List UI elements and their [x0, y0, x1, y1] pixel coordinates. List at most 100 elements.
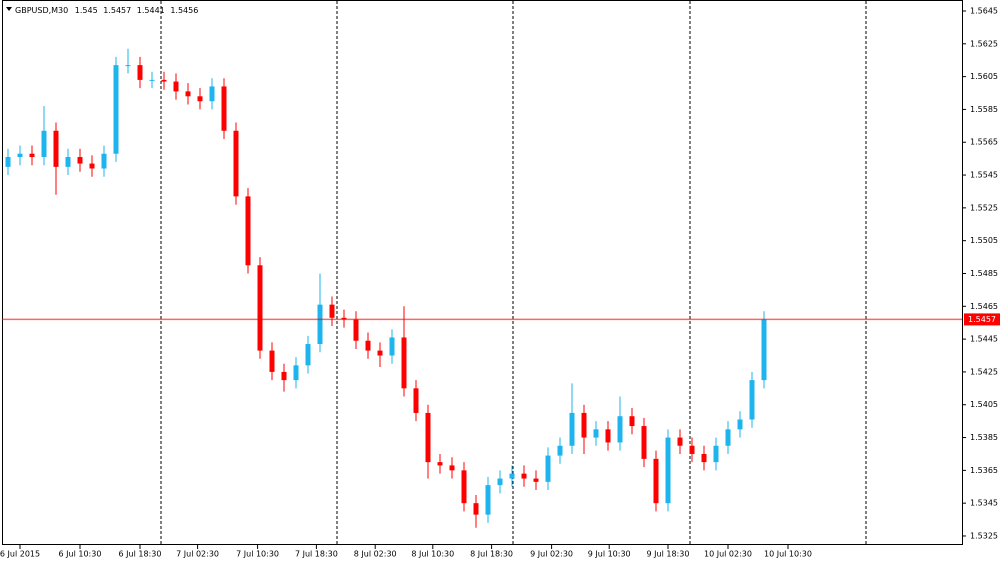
header-high: 1.5457 [103, 6, 131, 15]
plot-frame [2, 0, 963, 545]
candle-body [653, 458, 659, 504]
y-tick-label: 1.5525 [970, 203, 998, 212]
candle-body [749, 380, 755, 420]
candle-body [665, 437, 671, 504]
candle-body [437, 462, 443, 466]
candle-body [317, 304, 323, 345]
candle-body [41, 130, 47, 158]
y-tick-label: 1.5505 [970, 236, 998, 245]
x-tick-label: 6 Jul 18:30 [119, 550, 162, 559]
candle-body [677, 437, 683, 446]
candle-body [173, 81, 179, 92]
candle-body [449, 465, 455, 471]
x-tick-label: 10 Jul 10:30 [764, 550, 812, 559]
candle-body [461, 470, 467, 504]
x-tick-label: 7 Jul 10:30 [236, 550, 279, 559]
x-tick-label: 9 Jul 18:30 [647, 550, 690, 559]
candle-body [221, 86, 227, 131]
candle-body [641, 426, 647, 459]
y-tick-label: 1.5565 [970, 138, 998, 147]
candle-body [197, 96, 203, 102]
candle-body [185, 91, 191, 97]
y-tick-label: 1.5385 [970, 433, 998, 442]
candle-body [617, 416, 623, 443]
y-tick-label: 1.5645 [970, 6, 998, 15]
candle-body [701, 453, 707, 463]
candle-body [305, 344, 311, 366]
candle-body [233, 130, 239, 197]
x-tick-label: 6 Jul 10:30 [59, 550, 102, 559]
price-tag-label: 1.5457 [968, 315, 996, 324]
candle-body [29, 153, 35, 158]
y-tick-label: 1.5345 [970, 499, 998, 508]
candle-body [101, 153, 107, 169]
candle-body [509, 473, 515, 479]
candle-body [209, 86, 215, 102]
candle-body [89, 163, 95, 169]
candle-body [401, 337, 407, 389]
candle-body [713, 445, 719, 463]
candle-body [737, 419, 743, 430]
x-tick-label: 8 Jul 10:30 [411, 550, 454, 559]
candle-body [413, 388, 419, 413]
candle-body [125, 65, 131, 67]
y-tick-label: 1.5485 [970, 269, 998, 278]
candle-body [257, 265, 263, 351]
candle-body [77, 157, 83, 164]
x-tick-label: 8 Jul 02:30 [354, 550, 397, 559]
y-tick-label: 1.5425 [970, 367, 998, 376]
candle-body [245, 196, 251, 266]
y-tick-label: 1.5465 [970, 302, 998, 311]
candle-body [725, 429, 731, 446]
candle-body [137, 65, 143, 80]
candle-body [689, 445, 695, 454]
candle-body [269, 350, 275, 372]
candle-body [389, 337, 395, 356]
price-tag [964, 313, 1000, 326]
y-tick-label: 1.5405 [970, 400, 998, 409]
candle-body [581, 412, 587, 438]
y-tick-label: 1.5605 [970, 72, 998, 81]
candle-body [557, 445, 563, 456]
candle-body [761, 319, 767, 381]
x-tick-label: 8 Jul 18:30 [470, 550, 513, 559]
candle-body [17, 153, 23, 158]
candle-body [341, 317, 347, 320]
header-open: 1.545 [75, 6, 98, 15]
candle-body [365, 340, 371, 351]
candle-body [377, 350, 383, 356]
candle-body [497, 478, 503, 486]
y-tick-label: 1.5365 [970, 466, 998, 475]
candle-body [65, 157, 71, 167]
chart-header: GBPUSD,M30 1.545 1.5457 1.5441 1.5456 [15, 6, 198, 15]
y-tick-label: 1.5325 [970, 531, 998, 540]
candle-body [353, 319, 359, 341]
y-tick-label: 1.5545 [970, 171, 998, 180]
y-tick-label: 1.5625 [970, 39, 998, 48]
candle-body [485, 485, 491, 515]
header-low: 1.5441 [137, 6, 165, 15]
candle-body [425, 412, 431, 463]
candle-body [569, 412, 575, 446]
candle-body [293, 365, 299, 381]
candle-body [545, 455, 551, 482]
candle-body [5, 157, 11, 167]
candle-body [161, 79, 167, 82]
header-close: 1.5456 [170, 6, 198, 15]
symbol: GBPUSD,M30 [15, 6, 68, 15]
y-tick-label: 1.5445 [970, 335, 998, 344]
candle-body [593, 429, 599, 438]
candle-body [605, 429, 611, 443]
menu-arrow[interactable] [6, 7, 12, 11]
x-tick-label: 10 Jul 02:30 [704, 550, 752, 559]
x-tick-label: 9 Jul 10:30 [588, 550, 631, 559]
candle-body [629, 416, 635, 427]
x-tick-label: 9 Jul 02:30 [530, 550, 573, 559]
x-tick-label: 7 Jul 18:30 [295, 550, 338, 559]
candle-body [473, 503, 479, 515]
candle-body [53, 130, 59, 167]
x-tick-label: 6 Jul 2015 [0, 550, 40, 559]
candle-body [533, 478, 539, 482]
candle-body [329, 304, 335, 318]
